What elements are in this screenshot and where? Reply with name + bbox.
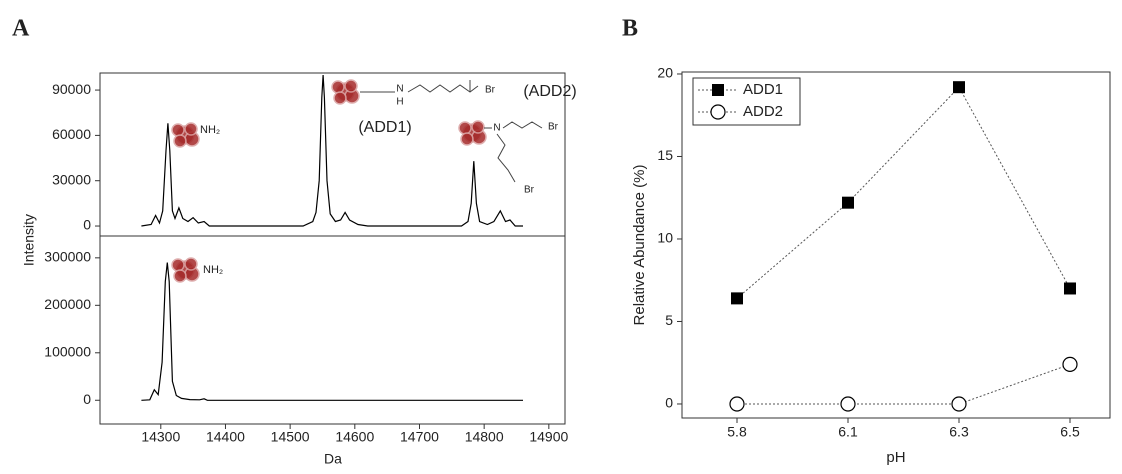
- legend-marker: [712, 84, 724, 96]
- data-point: [842, 196, 854, 209]
- protein-icon: [458, 120, 487, 146]
- spectrum-line: [141, 262, 523, 401]
- annotation: Br: [548, 122, 559, 133]
- protein-blob: [471, 120, 485, 134]
- y-tick-label: 100000: [44, 343, 91, 359]
- y-axis-label: Relative Abundance (%): [631, 165, 648, 326]
- series-line: [737, 363, 1071, 405]
- annotation: N: [396, 84, 403, 95]
- protein-blob: [173, 269, 187, 283]
- y-tick-label: 0: [83, 391, 91, 407]
- protein-blob: [458, 121, 472, 135]
- x-tick-label: 14700: [400, 429, 439, 445]
- protein-blob: [184, 122, 198, 136]
- y-tick-label: 60000: [52, 126, 91, 142]
- x-tick-label: 6.3: [949, 424, 969, 440]
- data-point: [729, 396, 745, 412]
- y-tick-label: 300000: [44, 249, 91, 265]
- protein-icon: [331, 79, 360, 105]
- series-line: [736, 86, 1071, 299]
- protein-blob: [344, 79, 358, 93]
- panel-label: B: [622, 16, 638, 42]
- legend-marker: [710, 104, 726, 120]
- protein-blob: [171, 123, 185, 137]
- y-tick-label: 200000: [44, 296, 91, 312]
- data-point: [951, 396, 967, 412]
- y-tick-label: 0: [665, 395, 673, 411]
- protein-icon: [171, 122, 200, 148]
- protein-blob: [171, 258, 185, 272]
- x-axis-label: pH: [886, 449, 905, 466]
- legend-box: [692, 77, 801, 126]
- x-tick-label: 14300: [141, 429, 180, 445]
- data-point: [1064, 282, 1076, 295]
- annotation: N: [493, 123, 500, 134]
- plot-frame: [681, 71, 1111, 419]
- legend-label: ADD1: [743, 81, 783, 98]
- x-tick-label: 6.1: [838, 424, 858, 440]
- x-tick-label: 14900: [529, 429, 568, 445]
- x-tick-label: 14500: [271, 429, 310, 445]
- protein-blob: [460, 132, 474, 146]
- annotation: Br: [524, 185, 535, 196]
- annotation: Br: [485, 85, 496, 96]
- annotation: (ADD2): [523, 83, 576, 100]
- y-tick-label: 30000: [52, 171, 91, 187]
- legend-label: ADD2: [743, 103, 783, 120]
- y-tick-label: 0: [83, 217, 91, 233]
- x-axis-label: Da: [324, 451, 342, 467]
- protein-blob: [184, 257, 198, 271]
- annotation: (ADD1): [358, 119, 411, 136]
- x-tick-label: 14800: [465, 429, 504, 445]
- x-tick-label: 14400: [206, 429, 245, 445]
- protein-blob: [331, 80, 345, 94]
- y-tick-label: 10: [657, 230, 673, 246]
- protein-blob: [173, 134, 187, 148]
- protein-blob: [333, 91, 347, 105]
- plot-frame: [99, 235, 566, 425]
- spectrum-line: [141, 74, 523, 227]
- y-tick-label: 90000: [52, 81, 91, 97]
- x-tick-label: 14600: [335, 429, 374, 445]
- structure: [484, 121, 543, 183]
- x-tick-label: 6.5: [1060, 424, 1080, 440]
- data-point: [840, 396, 856, 412]
- y-tick-label: 20: [657, 65, 673, 81]
- x-tick-label: 5.8: [727, 424, 747, 440]
- y-tick-label: 15: [657, 147, 673, 163]
- annotation: NH₂: [200, 124, 220, 136]
- annotation: NH₂: [203, 264, 223, 276]
- annotation: H: [396, 97, 403, 108]
- y-axis-label: Intensity: [21, 214, 37, 266]
- protein-icon: [171, 257, 200, 283]
- data-point: [1062, 356, 1078, 372]
- data-point: [953, 81, 965, 94]
- panel-label: A: [12, 16, 30, 42]
- structure: [360, 80, 479, 93]
- y-tick-label: 5: [665, 312, 673, 328]
- data-point: [731, 292, 743, 305]
